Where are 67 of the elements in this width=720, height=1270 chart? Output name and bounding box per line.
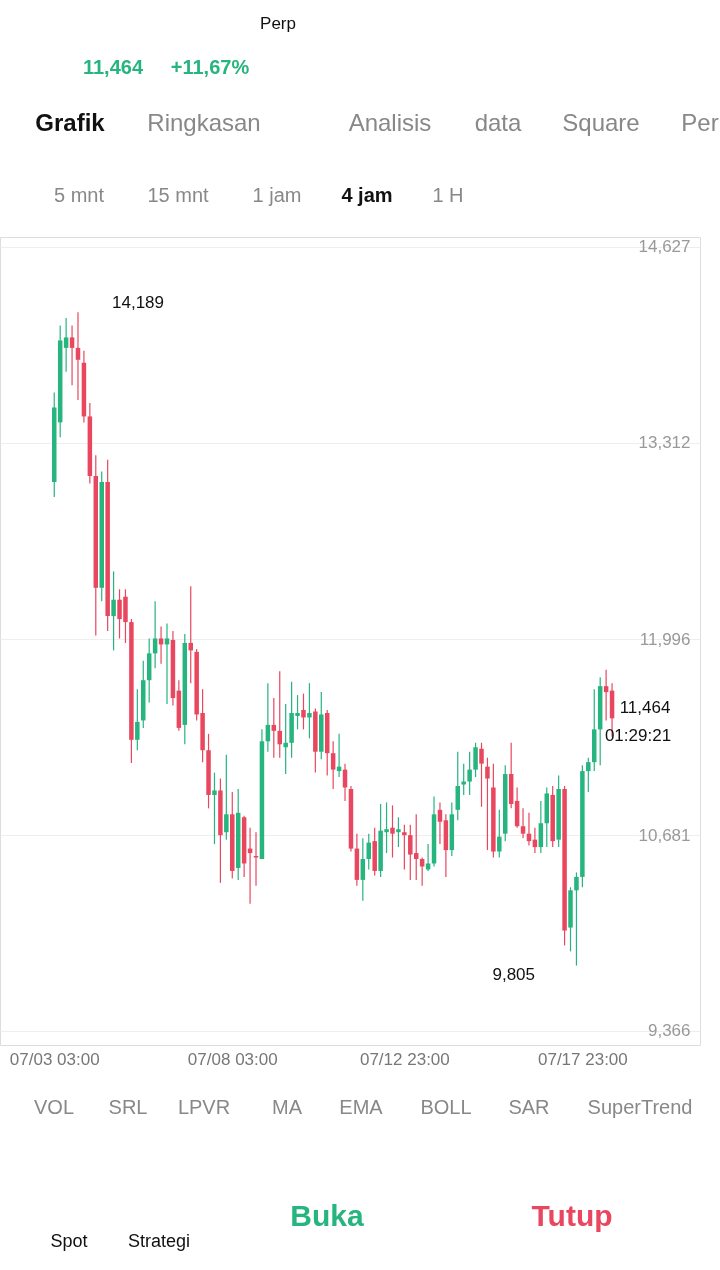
text: 5 mnt — [53, 184, 105, 206]
candlestick — [283, 703, 288, 775]
text: 1 jam — [252, 184, 302, 206]
candlestick — [396, 816, 401, 848]
candlestick — [574, 871, 579, 967]
candlestick — [253, 831, 259, 887]
text: EMA — [339, 1096, 384, 1118]
text: 1 H — [432, 184, 464, 206]
text: Ringkasan — [147, 109, 261, 136]
annotation: 01:29:21 — [604, 726, 672, 745]
candlestick — [224, 754, 229, 841]
text: Analisis — [348, 109, 432, 136]
candlestick — [473, 742, 478, 778]
candlestick — [390, 804, 395, 859]
text: Buka — [290, 1199, 364, 1232]
candlestick — [330, 740, 336, 790]
candlestick — [497, 809, 502, 859]
text: 15 mnt — [147, 184, 210, 206]
text: VOL — [33, 1096, 75, 1118]
y-tick-label: 10,681 — [638, 825, 691, 845]
candlestick — [212, 771, 217, 845]
text: BOLL — [420, 1096, 472, 1118]
candlestick — [277, 670, 282, 759]
text: Grafik — [35, 109, 106, 136]
candlestick — [520, 807, 526, 839]
text: Spot — [50, 1231, 88, 1251]
text: SuperTrend — [587, 1096, 693, 1118]
candlestick — [307, 682, 312, 739]
y-tick-label: 14,627 — [638, 237, 691, 257]
x-tick-label: 07/08 03:00 — [187, 1049, 278, 1069]
candlestick — [135, 688, 140, 751]
y-tick-label: 9,366 — [647, 1021, 691, 1041]
text: LPVR — [177, 1096, 231, 1118]
text: Strategi — [127, 1231, 191, 1251]
candlestick — [188, 585, 193, 684]
candlestick — [63, 317, 69, 373]
candlestick — [111, 570, 116, 651]
text: SAR — [508, 1096, 550, 1118]
text: Per — [681, 109, 719, 136]
candlestick — [69, 324, 75, 386]
text: Square — [562, 109, 640, 136]
candlestick — [485, 757, 490, 851]
text: 11,464 — [619, 698, 671, 717]
candlestick — [538, 800, 544, 854]
y-tick-label: 11,996 — [639, 629, 691, 649]
text: Tutup — [531, 1199, 613, 1232]
candlestick — [455, 751, 461, 821]
text: data — [474, 109, 522, 136]
text: +11,67% — [170, 56, 250, 78]
candlestick — [152, 600, 158, 669]
text: 11,464 — [82, 56, 144, 78]
annotation: 14,189 — [112, 293, 164, 312]
candlestick — [586, 757, 591, 793]
annotation: 9,805 — [492, 965, 535, 984]
candlestick — [467, 751, 472, 796]
x-tick-label: 07/17 23:00 — [537, 1049, 628, 1069]
text: Perp — [260, 14, 296, 33]
y-tick-label: 13,312 — [638, 433, 691, 453]
text: 4 jam — [341, 184, 393, 206]
text: MA — [272, 1096, 303, 1118]
candlestick — [402, 824, 407, 871]
candlestick — [461, 763, 466, 796]
x-tick-label: 07/12 23:00 — [359, 1049, 450, 1069]
candlestick — [479, 742, 484, 808]
candlestick — [301, 693, 306, 730]
x-tick-label: 07/03 03:00 — [9, 1049, 100, 1069]
text: SRL — [108, 1096, 148, 1118]
